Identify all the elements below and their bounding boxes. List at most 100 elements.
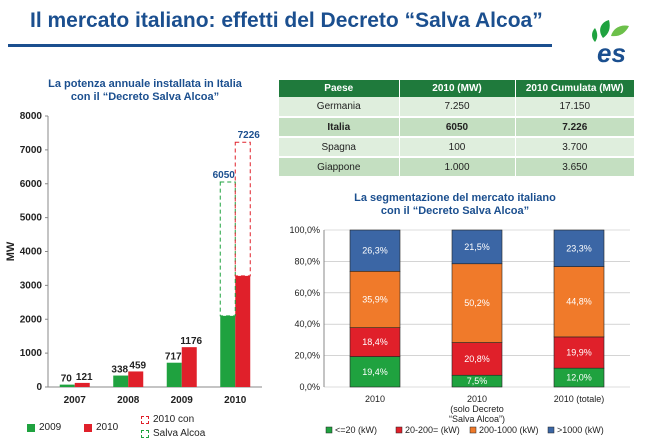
- bar-chart-title-line1: La potenza annuale installata in Italia: [48, 78, 242, 90]
- stack-segment: [553, 229, 605, 267]
- logo-leaf-1: [600, 20, 610, 38]
- bar-chart-title: La potenza annuale installata in Italia …: [20, 78, 270, 104]
- table-header-2010: 2010 (MW): [399, 80, 516, 97]
- table-cell: 17.150: [515, 97, 635, 118]
- data-label: 6050: [213, 170, 236, 181]
- legend-swatch-2010: [84, 424, 92, 432]
- y-tick-label: 4000: [20, 247, 43, 258]
- stack-chart-title-line1: La segmentazione del mercato italiano: [354, 192, 556, 204]
- legend-label-2009: 2009: [39, 422, 62, 433]
- data-label: 338: [111, 365, 128, 376]
- table-cell: 1.000: [399, 157, 516, 178]
- x-tick-label: 2010 (totale): [554, 394, 605, 404]
- y-tick-label: 60,0%: [294, 288, 320, 298]
- bar-2009: [59, 384, 75, 387]
- legend-label: >1000 (kW): [557, 425, 604, 435]
- y-tick-label: 100,0%: [289, 225, 320, 235]
- legend-swatch-2010-con-green: [141, 430, 149, 438]
- bar-2010-salva-alcoa-red: [234, 141, 251, 277]
- bar-2009: [220, 315, 236, 387]
- legend-label: 20-200= (kW): [405, 425, 460, 435]
- legend-swatch: [547, 426, 555, 434]
- logo-text: es: [597, 38, 626, 66]
- x-tick-label: 2007: [64, 395, 87, 406]
- stack-segment: [553, 266, 605, 338]
- table-cell: 7.226: [515, 117, 635, 138]
- y-tick-label: 0,0%: [299, 382, 320, 392]
- data-label: 459: [129, 360, 146, 371]
- table-row: Spagna 100 3.700: [279, 137, 635, 158]
- x-tick-label: 2010: [467, 394, 487, 404]
- logo-leaf-2: [611, 25, 629, 37]
- table-cell: 100: [399, 137, 516, 158]
- stack-segment: [553, 336, 605, 369]
- page-title: Il mercato italiano: effetti del Decreto…: [30, 9, 543, 32]
- country-table: Paese 2010 (MW) 2010 Cumulata (MW) Germa…: [279, 80, 635, 178]
- bar-2010: [74, 382, 90, 387]
- data-label: 21,5%: [464, 242, 490, 252]
- stack-segment: [451, 229, 503, 265]
- title-divider: [8, 44, 552, 47]
- data-label: 35,9%: [362, 294, 388, 304]
- table-cell: 7.250: [399, 97, 516, 118]
- y-tick-label: 40,0%: [294, 319, 320, 329]
- data-label: 50,2%: [464, 298, 490, 308]
- x-tick-label: 2010: [365, 394, 385, 404]
- x-tick-label: 2009: [171, 395, 194, 406]
- legend-label-salva-alcoa: Salva Alcoa: [153, 428, 206, 439]
- data-label: 12,0%: [566, 373, 592, 383]
- y-tick-label: 3000: [20, 280, 43, 291]
- data-label: 18,4%: [362, 337, 388, 347]
- stack-segment: [349, 356, 401, 388]
- bar-2009: [166, 362, 182, 387]
- table-header-row: Paese 2010 (MW) 2010 Cumulata (MW): [279, 80, 635, 97]
- y-tick-label: 8000: [20, 111, 43, 122]
- legend-swatch-2010-con-red: [141, 416, 149, 424]
- y-tick-label: 7000: [20, 145, 43, 156]
- stack-chart-title-line2: con il “Decreto Salva Alcoa”: [380, 205, 530, 217]
- data-label: 7,5%: [467, 376, 488, 386]
- table-cell: 3.700: [515, 137, 635, 158]
- table-cell: Germania: [279, 97, 400, 118]
- stacked-bar-chart: 0,0% 20,0% 40,0% 60,0% 80,0% 100,0% 19,4% 18,4%…: [289, 225, 630, 435]
- table-cell: 6050: [399, 117, 516, 138]
- data-label: 717: [165, 352, 182, 363]
- table-cell: Giappone: [279, 157, 400, 178]
- table-row: Italia 6050 7.226: [279, 117, 635, 138]
- y-axis-label: MW: [5, 241, 17, 261]
- data-label: 19,9%: [566, 348, 592, 358]
- legend-swatch: [469, 426, 477, 434]
- bar-chart-title-line2: con il “Decreto Salva Alcoa”: [70, 91, 220, 103]
- stack-segment: [349, 270, 401, 328]
- x-tick-label: 2010: [224, 395, 247, 406]
- table-cell: Spagna: [279, 137, 400, 158]
- stack-segment: [349, 327, 401, 357]
- bar-2009: [113, 375, 129, 387]
- data-label: 20,8%: [464, 354, 490, 364]
- y-tick-label: 1000: [20, 348, 43, 359]
- y-tick-label: 6000: [20, 179, 43, 190]
- legend-swatch: [325, 426, 333, 434]
- bar-2010: [235, 275, 251, 387]
- data-label: 121: [76, 372, 93, 383]
- table-row: Giappone 1.000 3.650: [279, 157, 635, 178]
- y-tick-label: 5000: [20, 213, 43, 224]
- bar-2010: [128, 371, 144, 387]
- table-header-paese: Paese: [279, 80, 400, 97]
- bar-2010-salva-alcoa-green: [219, 181, 236, 317]
- es-logo: es: [592, 20, 629, 66]
- data-label: 44,8%: [566, 297, 592, 307]
- x-tick-label: (solo Decreto: [450, 404, 504, 414]
- legend-swatch-2009: [27, 424, 35, 432]
- stack-segment: [349, 229, 401, 272]
- stack-segment: [451, 263, 503, 343]
- bar-2010: [181, 347, 197, 387]
- table-cell: Italia: [279, 117, 400, 138]
- x-tick-label: “Salva Alcoa”): [449, 414, 505, 424]
- legend-label: <=20 (kW): [335, 425, 377, 435]
- data-label: 19,4%: [362, 367, 388, 377]
- bar-chart: 0 1000 2000 3000 4000 5000 6000 7000 8000 MW 70 121…: [5, 111, 262, 406]
- legend-label-2010-con: 2010 con: [153, 414, 195, 425]
- stack-chart-title: La segmentazione del mercato italiano co…: [330, 192, 580, 218]
- y-tick-label: 20,0%: [294, 351, 320, 361]
